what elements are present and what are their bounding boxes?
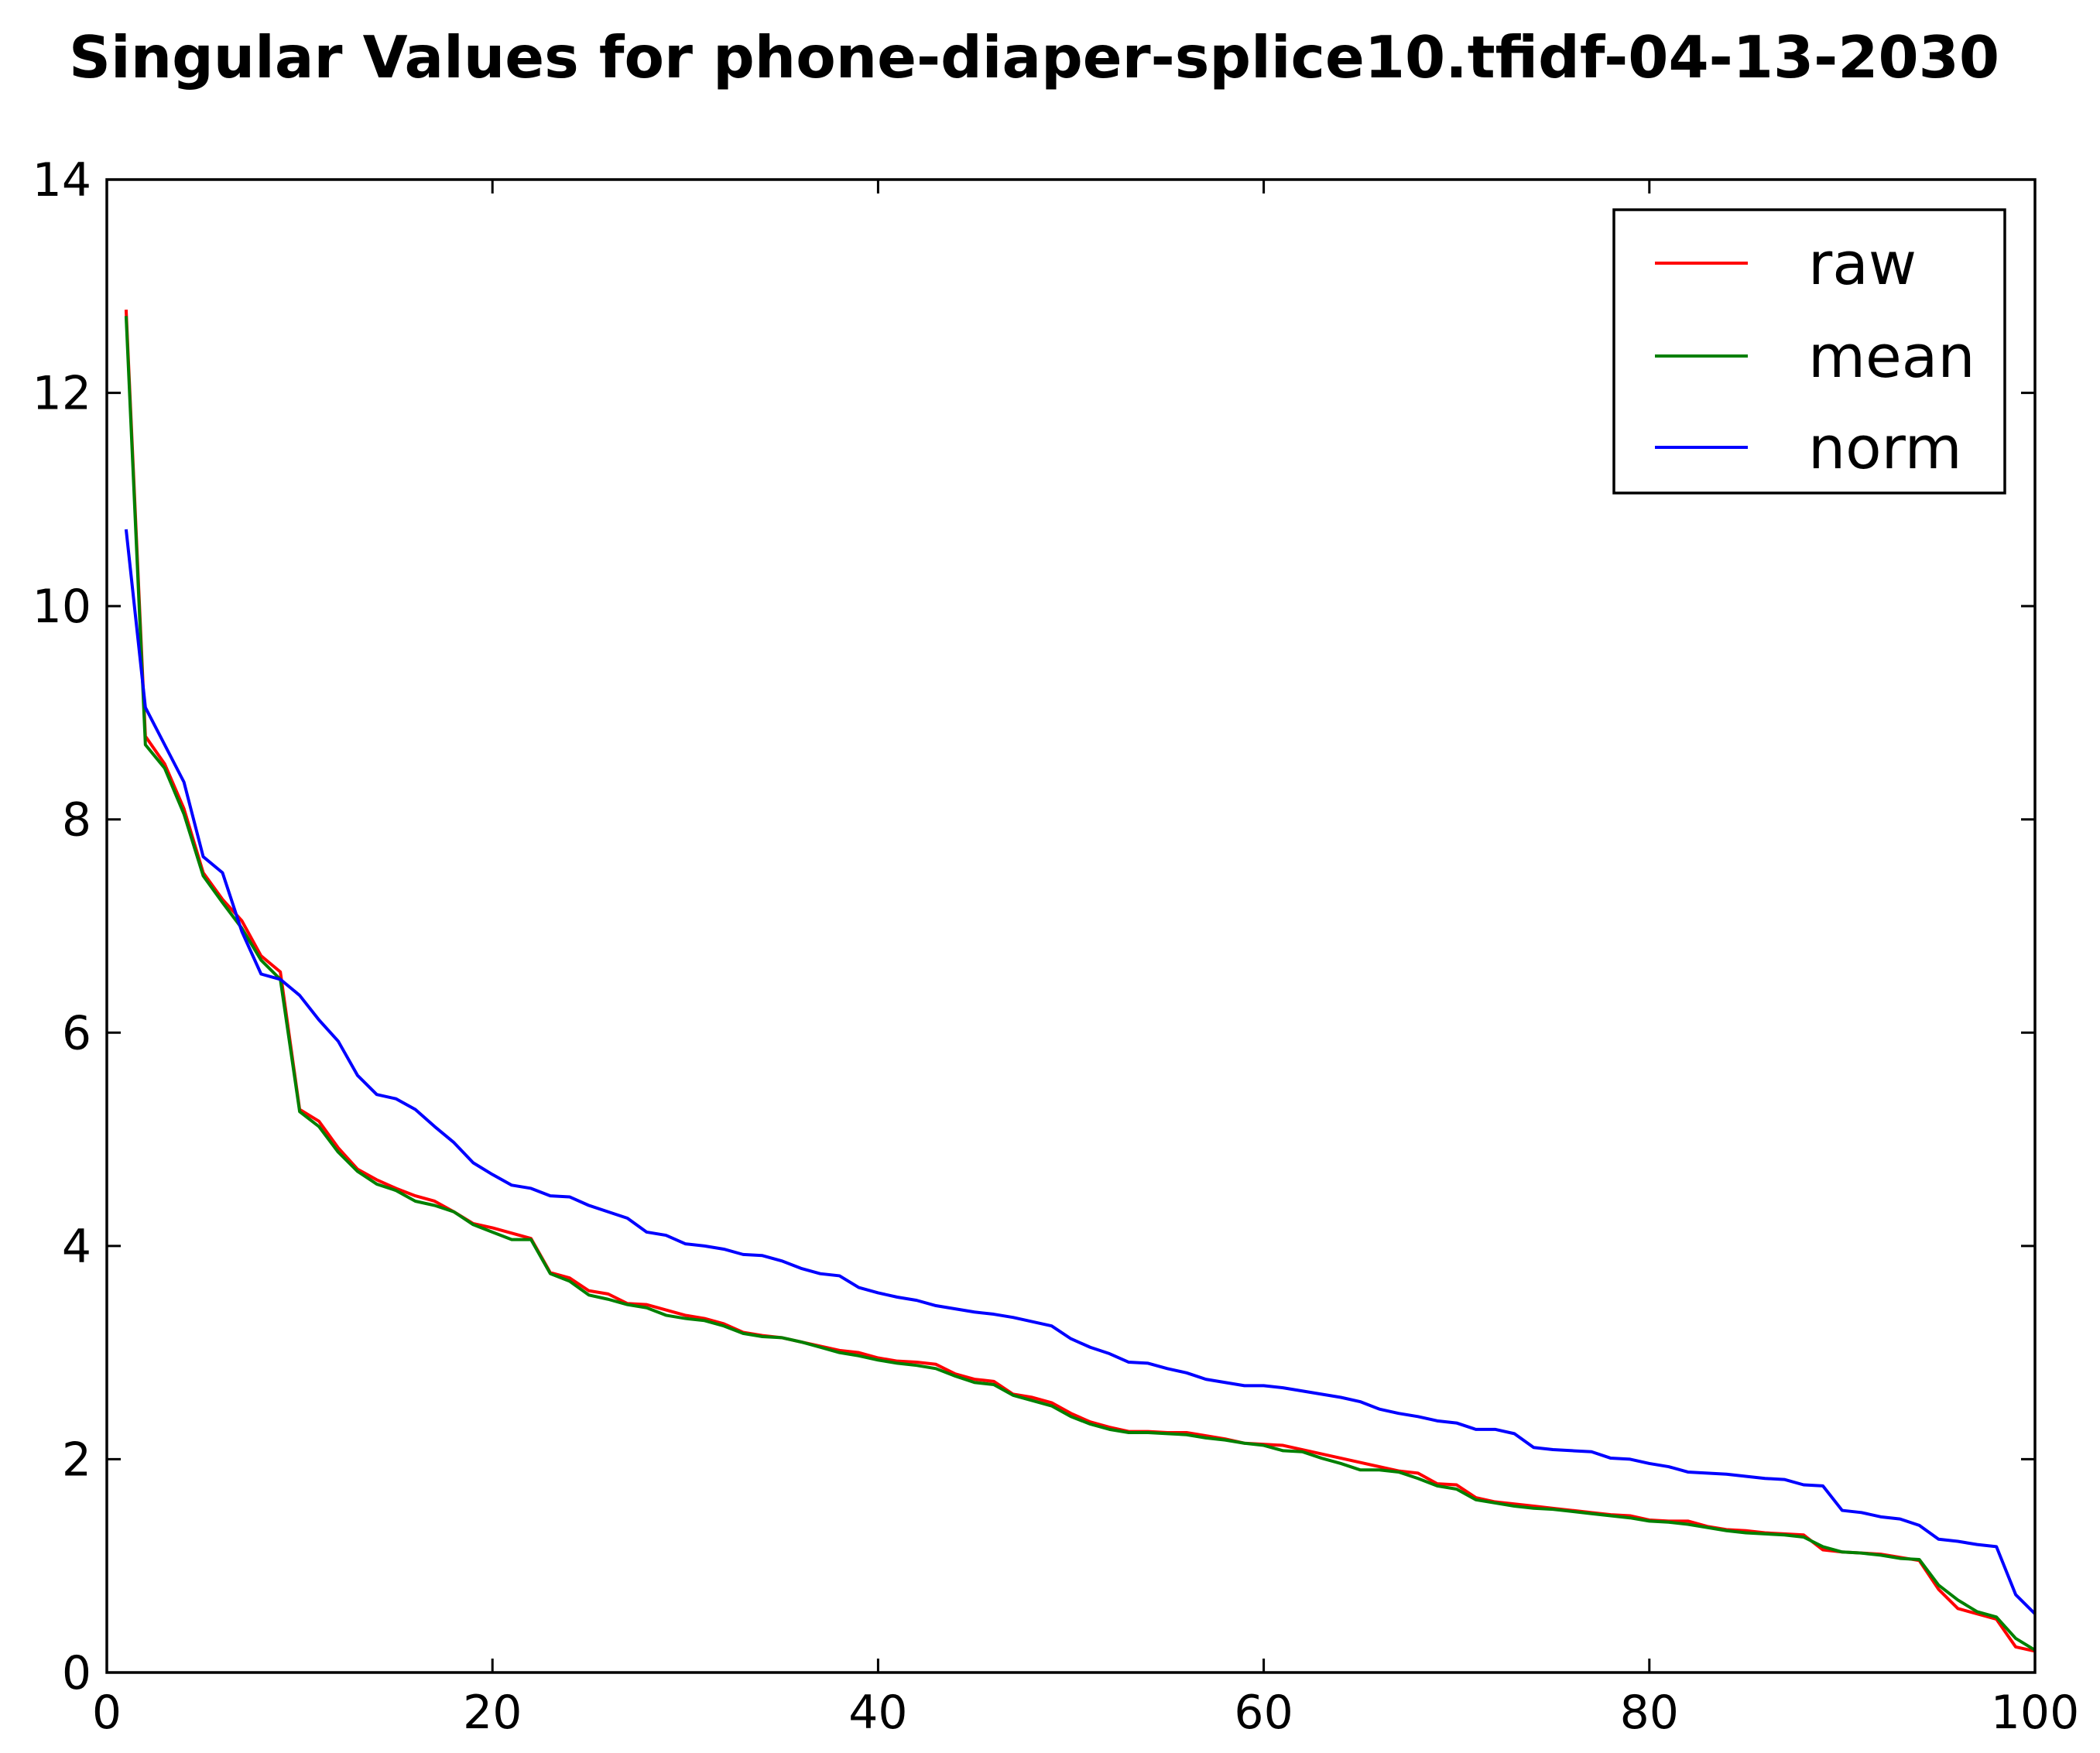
- series-line-mean: [124, 316, 2037, 1652]
- y-tick-label: 6: [62, 1006, 91, 1060]
- x-tick-label: 40: [848, 1686, 907, 1740]
- legend-label-raw: raw: [1808, 229, 1917, 298]
- y-tick-label: 8: [62, 793, 91, 847]
- ticks-layer: 0 20 40 60 80 100 0 2 4 6 8 10 12 14: [33, 153, 2080, 1740]
- x-tick-label: 100: [1991, 1686, 2080, 1740]
- legend-label-norm: norm: [1808, 413, 1962, 482]
- y-tick-label: 14: [33, 153, 91, 207]
- series-line-norm: [124, 529, 2037, 1615]
- y-tick-label: 4: [62, 1220, 91, 1274]
- y-tick-label: 10: [33, 580, 91, 634]
- legend-label-mean: mean: [1808, 322, 1975, 391]
- y-tick-label: 2: [62, 1433, 91, 1487]
- axes-frame: [105, 178, 2037, 1674]
- x-tick-label: 80: [1620, 1686, 1679, 1740]
- x-tick-label: 0: [92, 1686, 122, 1740]
- series-layer: [124, 310, 2037, 1653]
- chart-title: Singular Values for phone-diaper-splice1…: [69, 23, 1999, 91]
- x-tick-label: 60: [1234, 1686, 1293, 1740]
- y-tick-label: 0: [62, 1646, 91, 1700]
- y-tick-label: 12: [33, 367, 91, 421]
- legend-items: raw mean norm: [1655, 229, 1975, 482]
- legend: raw mean norm: [1612, 208, 2006, 495]
- x-tick-label: 20: [463, 1686, 522, 1740]
